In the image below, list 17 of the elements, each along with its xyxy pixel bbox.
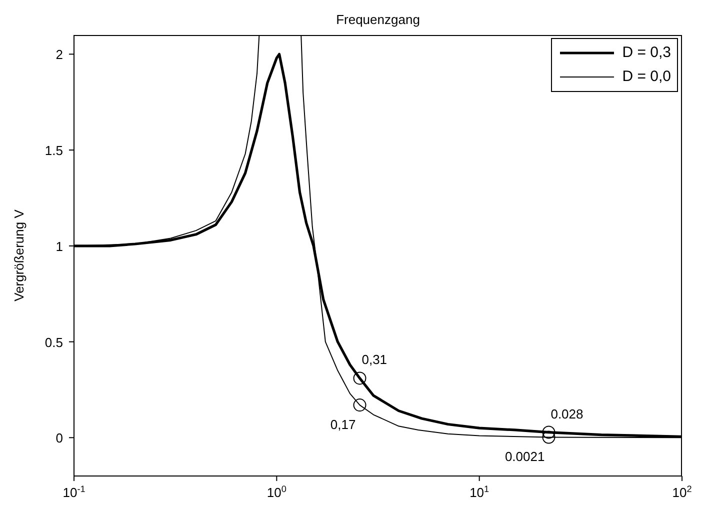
legend-label: D = 0,0 (622, 67, 671, 87)
y-tick-label: 1 (56, 238, 63, 254)
x-tick-label: 10$^{-1}$ (62, 484, 86, 500)
y-tick-label: 1.5 (44, 143, 63, 158)
y-tick-label: 0.5 (44, 334, 63, 350)
y-tick-label: 2 (56, 47, 63, 62)
legend-label: D = 0,3 (622, 43, 671, 63)
x-tick-label: 10$^{0}$ (266, 484, 286, 500)
y-axis-title: Vergrößerung V (12, 209, 27, 302)
data-label: 0,17 (330, 417, 356, 432)
chart-title: Frequenzgang (335, 12, 421, 27)
y-tick-label: 0 (56, 430, 63, 446)
x-tick-label: 10$^{1}$ (470, 484, 490, 500)
data-label: 0.0021 (504, 449, 545, 464)
data-label: 0,31 (362, 352, 388, 368)
data-label: 0.028 (550, 406, 584, 422)
x-tick-label: 10$^{2}$ (672, 484, 692, 500)
